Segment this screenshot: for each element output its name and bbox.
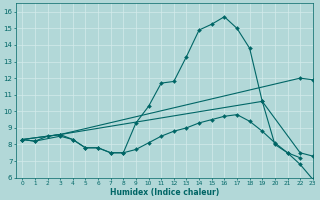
X-axis label: Humidex (Indice chaleur): Humidex (Indice chaleur) xyxy=(110,188,219,197)
